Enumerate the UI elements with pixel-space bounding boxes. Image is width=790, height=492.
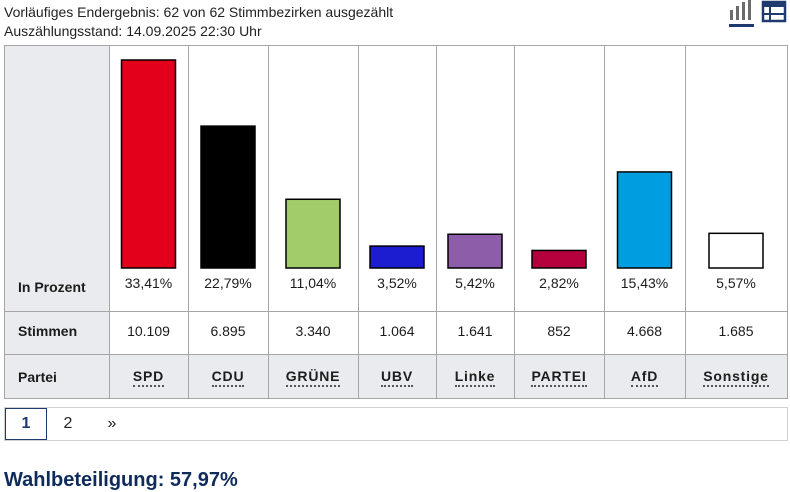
- percent-label: 2,82%: [539, 275, 579, 291]
- results-table: In Prozent Stimmen Partei 33,41% 10.109 SP…: [4, 45, 788, 399]
- row-header-column: [5, 46, 109, 398]
- column-divider: [188, 46, 189, 398]
- votes-value: 1.064: [379, 323, 415, 339]
- votes-value: 3.340: [295, 323, 331, 339]
- party-link-partei[interactable]: PARTEI: [514, 368, 604, 387]
- votes-value: 4.668: [626, 323, 663, 339]
- column-divider: [109, 46, 110, 398]
- next-page-button[interactable]: »: [107, 415, 117, 432]
- percent-label: 5,57%: [716, 275, 756, 291]
- count-timestamp-text: Auszählungsstand: 14.09.2025 22:30 Uhr: [4, 23, 262, 39]
- table-view-button[interactable]: [761, 0, 789, 26]
- percent-row-label: In Prozent: [18, 279, 86, 295]
- row-divider: [5, 354, 787, 355]
- votes-value: 6.895: [210, 323, 246, 339]
- party-name: Linke: [454, 368, 496, 387]
- bar-linke: [447, 233, 503, 269]
- bar-grüne: [285, 198, 341, 269]
- result-status-text: Vorläufiges Endergebnis: 62 von 62 Stimm…: [4, 4, 394, 20]
- percent-label: 11,04%: [289, 275, 337, 291]
- bar-spd: [120, 59, 177, 269]
- bar-ubv: [369, 245, 425, 269]
- column-divider: [604, 46, 605, 398]
- party-name: SPD: [132, 368, 165, 387]
- percent-label: 22,79%: [204, 275, 252, 291]
- percent-label: 15,43%: [620, 275, 669, 291]
- party-row-label: Partei: [18, 369, 57, 385]
- party-link-sonstige[interactable]: Sonstige: [685, 368, 787, 387]
- page-2-button[interactable]: 2: [63, 415, 73, 432]
- party-link-cdu[interactable]: CDU: [188, 368, 268, 387]
- bar-cdu: [200, 125, 256, 269]
- column-divider: [436, 46, 437, 398]
- table-icon: [761, 0, 787, 23]
- row-divider: [5, 311, 787, 312]
- percent-label: 33,41%: [124, 275, 173, 291]
- votes-value: 1.641: [457, 323, 493, 339]
- party-name: GRÜNE: [285, 368, 341, 387]
- column-divider: [514, 46, 515, 398]
- pagination: 1 2 »: [4, 407, 788, 441]
- votes-value: 1.685: [718, 323, 754, 339]
- bar-chart: [120, 59, 764, 269]
- party-link-grüne[interactable]: GRÜNE: [268, 368, 358, 387]
- column-divider: [685, 46, 686, 398]
- votes-value: 852: [547, 323, 571, 339]
- party-row-background: [5, 354, 787, 398]
- percent-label: 3,52%: [377, 275, 417, 291]
- chart-view-button[interactable]: [726, 0, 756, 28]
- bar-partei: [531, 249, 587, 269]
- page-1-button[interactable]: 1: [5, 408, 47, 440]
- votes-value: 10.109: [127, 323, 170, 339]
- turnout-text: Wahlbeteiligung: 57,97%: [4, 469, 238, 491]
- party-link-ubv[interactable]: UBV: [358, 368, 436, 387]
- column-divider: [358, 46, 359, 398]
- party-name: PARTEI: [531, 368, 587, 387]
- bar-afd: [616, 171, 673, 269]
- party-link-spd[interactable]: SPD: [109, 368, 188, 387]
- party-link-linke[interactable]: Linke: [436, 368, 514, 387]
- votes-row-label: Stimmen: [18, 323, 78, 339]
- party-name: Sonstige: [703, 368, 769, 387]
- party-name: AfD: [630, 368, 659, 387]
- party-name: UBV: [381, 368, 413, 387]
- party-name: CDU: [211, 368, 245, 387]
- party-link-afd[interactable]: AfD: [604, 368, 685, 387]
- bar-chart-icon: [729, 0, 754, 27]
- column-divider: [268, 46, 269, 398]
- percent-label: 5,42%: [455, 275, 495, 291]
- bar-sonstige: [708, 232, 764, 269]
